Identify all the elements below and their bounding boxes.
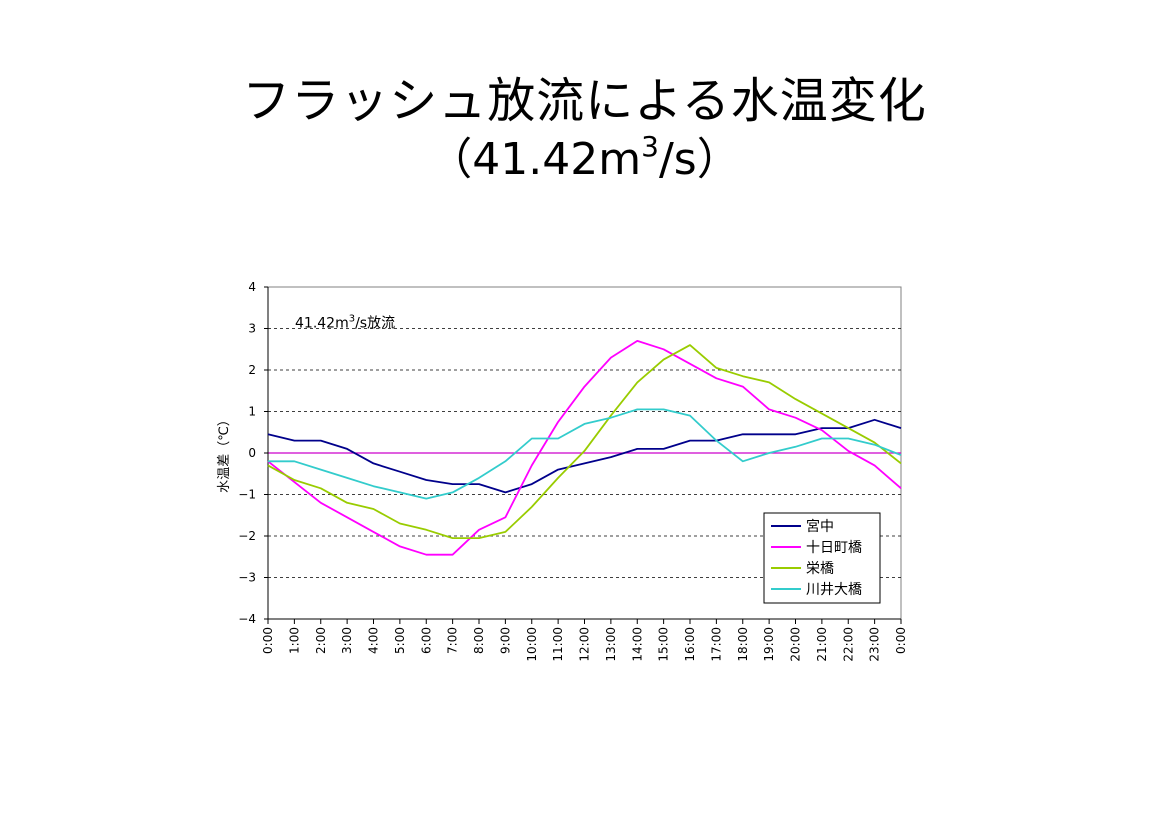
x-tick-label: 2:00 xyxy=(314,627,328,654)
x-tick-label: 15:00 xyxy=(657,627,671,662)
slide-title-line2: （41.42m3/s） xyxy=(0,132,1169,188)
x-tick-label: 6:00 xyxy=(419,627,433,654)
slide-title-line1: フラッシュ放流による水温変化 xyxy=(242,73,927,129)
series-line-4 xyxy=(268,408,902,500)
series-line-2 xyxy=(267,339,902,556)
y-tick-label: −3 xyxy=(238,571,256,585)
x-tick-label: 16:00 xyxy=(683,627,697,662)
x-tick-label: 18:00 xyxy=(736,627,750,662)
x-tick-label: 12:00 xyxy=(578,627,592,662)
x-tick-label: 13:00 xyxy=(604,627,618,662)
legend-label: 川井大橋 xyxy=(806,582,862,598)
slide-title: フラッシュ放流による水温変化 （41.42m3/s） xyxy=(0,70,1169,188)
x-tick-label: 7:00 xyxy=(446,627,460,654)
y-tick-label: 1 xyxy=(248,405,256,419)
series-line-3 xyxy=(267,344,902,539)
y-tick-label: −4 xyxy=(238,612,256,626)
x-tick-label: 22:00 xyxy=(841,627,855,662)
x-tick-label: 8:00 xyxy=(472,627,486,654)
x-tick-label: 5:00 xyxy=(393,627,407,654)
title-line2-prefix: （41.42m xyxy=(428,134,642,185)
y-tick-label: 3 xyxy=(248,322,256,336)
x-tick-label: 0:00 xyxy=(261,627,275,654)
title-line2-suffix: /s） xyxy=(658,134,741,185)
y-axis-label: 水温差（℃） xyxy=(217,413,232,493)
x-tick-label: 3:00 xyxy=(340,627,354,654)
y-tick-label: −2 xyxy=(238,529,256,543)
x-tick-label: 23:00 xyxy=(868,627,882,662)
y-tick-label: 2 xyxy=(248,363,256,377)
y-tick-label: 4 xyxy=(248,280,256,294)
legend-label: 十日町橋 xyxy=(806,540,862,556)
x-tick-label: 4:00 xyxy=(367,627,381,654)
title-line2-sup: 3 xyxy=(641,130,659,163)
annotation-sup: 3 xyxy=(349,314,355,325)
x-tick-label: 17:00 xyxy=(709,627,723,662)
x-tick-label: 9:00 xyxy=(498,627,512,654)
x-tick-label: 11:00 xyxy=(551,627,565,662)
x-tick-label: 20:00 xyxy=(789,627,803,662)
x-tick-label: 21:00 xyxy=(815,627,829,662)
annotation-suffix: /s放流 xyxy=(355,316,395,332)
x-tick-label: 14:00 xyxy=(630,627,644,662)
x-tick-label: 0:00 xyxy=(894,627,908,654)
y-tick-label: 0 xyxy=(248,446,256,460)
legend-label: 栄橋 xyxy=(806,561,834,577)
x-tick-label: 10:00 xyxy=(525,627,539,662)
y-tick-label: −1 xyxy=(238,488,256,502)
annotation-prefix: 41.42m xyxy=(295,316,349,332)
x-tick-label: 1:00 xyxy=(287,627,301,654)
series-line-1 xyxy=(267,418,902,494)
annotation-label: 41.42m3/s放流 xyxy=(295,314,395,332)
legend-label: 宮中 xyxy=(806,519,834,535)
x-tick-label: 19:00 xyxy=(762,627,776,662)
